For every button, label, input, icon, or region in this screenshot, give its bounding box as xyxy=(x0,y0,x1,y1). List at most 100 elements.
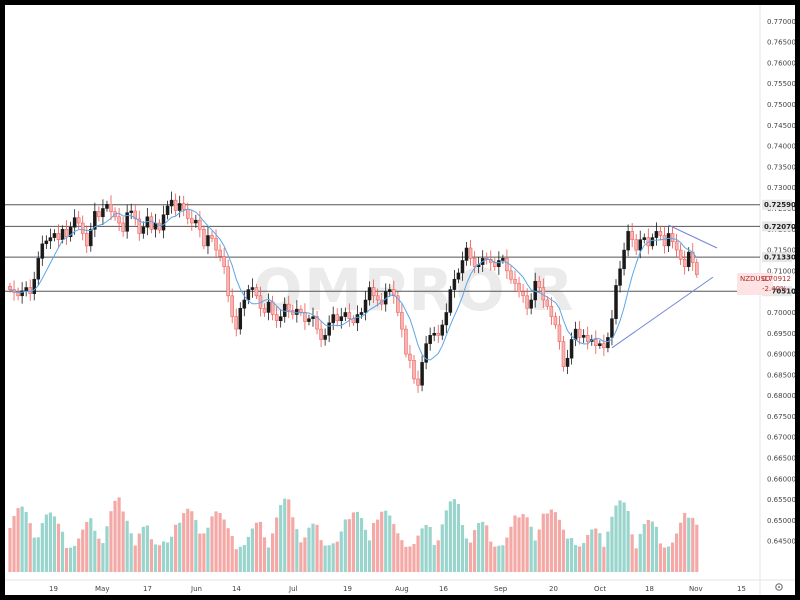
candle-body xyxy=(214,238,218,251)
volume-bar xyxy=(234,549,238,572)
volume-bar xyxy=(408,546,412,572)
x-tick-label: 20 xyxy=(549,585,558,593)
candle-body xyxy=(412,360,416,380)
level-label: 0.72590 xyxy=(764,201,795,209)
volume-bar xyxy=(614,505,618,572)
volume-bar xyxy=(73,545,77,572)
candle-body xyxy=(161,214,166,231)
volume-bar xyxy=(206,527,210,572)
volume-bar xyxy=(202,533,206,572)
volume-bar xyxy=(250,528,254,572)
candle-body xyxy=(400,312,404,330)
candle-body xyxy=(282,303,287,317)
volume-bar xyxy=(28,523,32,572)
volume-bar xyxy=(598,533,602,572)
volume-bar xyxy=(363,529,368,572)
candle-body xyxy=(581,335,586,338)
volume-bar xyxy=(283,498,287,572)
candle-body xyxy=(343,312,348,317)
candle-body xyxy=(311,316,315,319)
candle-body xyxy=(666,233,671,247)
volume-bar xyxy=(307,527,311,572)
level-label-box xyxy=(762,199,792,210)
trendline[interactable] xyxy=(611,276,714,349)
volume-bar xyxy=(157,545,162,572)
volume-bar xyxy=(170,536,174,572)
time-axis[interactable]: 19 May 17 Jun 14 Jul 19 Aug 16 Sep 20 Oct 18 Nov 15 xyxy=(49,585,746,593)
y-tick-label: 0.67000 xyxy=(767,434,795,442)
volume-bar xyxy=(396,533,400,572)
candle-body xyxy=(424,343,428,363)
price-axis[interactable]: 0.77000 0.76500 0.76000 0.75500 0.75000 0.745… xyxy=(767,18,796,546)
candle-body xyxy=(355,314,360,324)
volume-bar xyxy=(432,544,436,572)
volume-bar xyxy=(69,547,73,572)
candle-body xyxy=(686,251,691,267)
volume-bar xyxy=(101,543,105,572)
volume-bar xyxy=(529,526,533,572)
candle-body xyxy=(36,258,41,280)
settings-gear-icon[interactable] xyxy=(775,583,783,591)
volume-bar xyxy=(56,523,61,572)
x-tick-label: 16 xyxy=(439,585,448,593)
volume-bar xyxy=(578,546,582,572)
candle-body xyxy=(250,287,255,290)
x-tick-label: 17 xyxy=(143,585,152,593)
candle-body xyxy=(594,339,598,346)
chart-canvas[interactable]: OMPRO R 0.770000.765000.760000.755000.75… xyxy=(5,5,796,595)
volume-bar xyxy=(675,533,679,572)
y-tick-label: 0.76000 xyxy=(767,59,795,67)
candle-body xyxy=(76,217,81,224)
trendline[interactable] xyxy=(668,224,718,249)
volume-bar xyxy=(569,537,574,572)
volume-bar xyxy=(404,546,408,572)
candle-body xyxy=(299,308,303,313)
candle-body xyxy=(638,239,642,251)
candle-body xyxy=(444,312,449,326)
candle-body xyxy=(218,249,222,257)
candle-body xyxy=(238,308,243,330)
volume-bar xyxy=(650,521,654,572)
x-tick-label: Aug xyxy=(395,585,409,593)
candle-body xyxy=(97,211,101,218)
volume-bar xyxy=(347,519,351,572)
volume-bar xyxy=(545,513,549,572)
candle-body xyxy=(501,258,505,261)
volume-bar xyxy=(416,535,420,572)
volume-bar xyxy=(565,538,570,572)
volume-bar xyxy=(436,540,440,572)
volume-bar xyxy=(384,510,388,572)
volume-bar xyxy=(182,513,186,572)
candle-body xyxy=(598,343,602,346)
price-tag-symbol: NZDUSD xyxy=(740,275,770,283)
candle-body xyxy=(456,272,461,280)
volume-bar xyxy=(254,522,259,572)
candle-body xyxy=(177,203,182,211)
volume-bar xyxy=(634,548,638,572)
price-tag-change: -2.40% xyxy=(762,285,787,293)
candle-body xyxy=(363,299,368,313)
candle-body xyxy=(375,295,380,301)
volume-bar xyxy=(194,520,198,572)
candle-body xyxy=(202,229,206,247)
candle-body xyxy=(60,229,65,240)
candle-body xyxy=(545,299,550,307)
volume-bar xyxy=(214,511,218,572)
level-label-box xyxy=(762,252,792,263)
volume-bar xyxy=(109,511,113,572)
candle-body xyxy=(585,335,590,342)
volume-bar xyxy=(359,518,364,572)
y-tick-label: 0.66000 xyxy=(767,475,795,483)
volume-bar xyxy=(40,523,44,572)
volume-bar xyxy=(60,531,65,572)
y-tick-label: 0.71000 xyxy=(767,267,795,275)
volume-bar xyxy=(626,510,630,572)
trendlines[interactable] xyxy=(611,224,718,349)
candle-body xyxy=(262,308,267,313)
x-tick-label: Jul xyxy=(288,585,298,593)
level-label: 0.70510 xyxy=(764,288,795,296)
price-chart[interactable]: OMPRO R 0.77000 0.76500 0.76000 0.75500 0.75… xyxy=(5,5,796,595)
candle-body xyxy=(658,231,663,236)
volume-bar xyxy=(52,516,57,572)
